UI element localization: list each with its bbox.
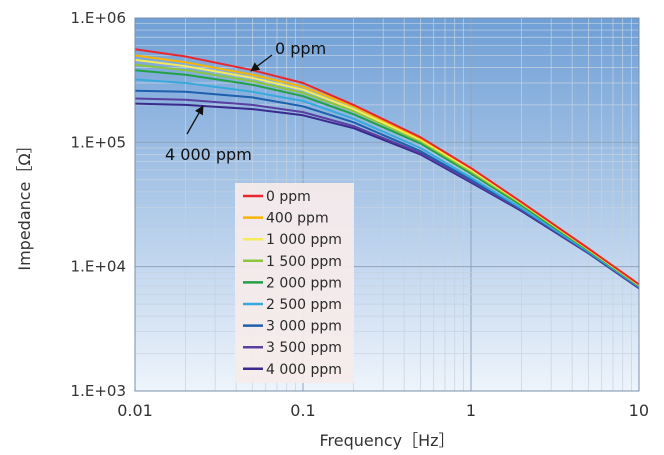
x-axis-label: Frequency［Hz］: [319, 431, 454, 450]
legend-label: 1 000 ppm: [266, 232, 342, 248]
plot-frame: [134, 17, 640, 392]
y-tick-label: 1.E+03: [71, 382, 126, 400]
legend-label: 3 000 ppm: [266, 319, 342, 335]
x-tick-label: 0.1: [290, 401, 315, 420]
x-axis-ticks: 0.01 0.1 1 10: [117, 401, 649, 420]
legend-label: 1 500 ppm: [266, 254, 342, 270]
legend-label: 4 000 ppm: [266, 362, 342, 378]
y-tick-label: 1.E+06: [71, 9, 126, 27]
y-tick-label: 1.E+04: [71, 258, 126, 276]
x-tick-label: 10: [629, 401, 649, 420]
y-axis-label: Impedance［Ω］: [15, 137, 34, 270]
legend-label: 2 500 ppm: [266, 297, 342, 313]
annotation-label-0ppm: 0 ppm: [275, 39, 326, 58]
legend: 0 ppm 400 ppm 1 000 ppm 1 500 ppm 2 000 ppm 2…: [235, 183, 354, 383]
series-line-2500ppm: [134, 78, 640, 288]
series-line-2000ppm: [134, 69, 640, 287]
x-tick-label: 0.01: [117, 401, 153, 420]
annotation-arrow-0ppm: [250, 54, 273, 72]
annotation-4000ppm: 4 000 ppm: [165, 105, 252, 164]
legend-label: 2 000 ppm: [266, 275, 342, 291]
x-tick-label: 1: [466, 401, 476, 420]
series-lines: [134, 48, 640, 290]
legend-label: 3 500 ppm: [266, 340, 342, 356]
annotation-arrow-4000ppm: [186, 105, 204, 135]
annotation-label-4000ppm: 4 000 ppm: [165, 145, 252, 164]
y-tick-label: 1.E+05: [71, 133, 126, 151]
annotation-0ppm: 0 ppm: [250, 39, 326, 72]
y-axis-ticks: 1.E+03 1.E+04 1.E+05 1.E+06: [71, 9, 126, 400]
legend-label: 400 ppm: [266, 211, 329, 227]
legend-label: 0 ppm: [266, 189, 311, 205]
series-line-0ppm: [134, 48, 640, 286]
